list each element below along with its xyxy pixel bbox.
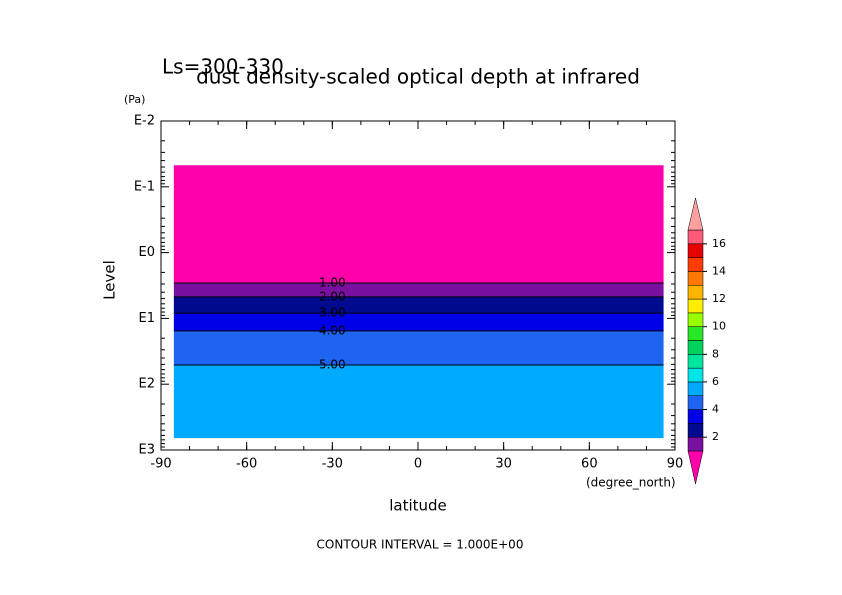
colorbar-box bbox=[687, 423, 704, 438]
colorbar-box bbox=[687, 409, 704, 424]
y-tick-label: E0 bbox=[139, 245, 156, 260]
colorbar-box bbox=[687, 243, 704, 258]
y-unit: (Pa) bbox=[124, 93, 145, 106]
y-axis-label: Level bbox=[101, 260, 119, 300]
colorbar-box bbox=[687, 257, 704, 272]
y-tick-label: E-1 bbox=[134, 179, 155, 194]
colorbar-tick-label: 4 bbox=[712, 403, 719, 416]
chart-subtitle: Ls=300-330 bbox=[162, 55, 284, 79]
contour-label: 1.00 bbox=[319, 276, 346, 290]
y-tick-label: E-2 bbox=[134, 114, 155, 129]
colorbar-box bbox=[687, 354, 704, 369]
x-axis-label: latitude bbox=[389, 497, 447, 515]
colorbar-tick-label: 8 bbox=[712, 347, 719, 360]
x-tick-label: 90 bbox=[667, 457, 684, 472]
colorbar-box bbox=[687, 340, 704, 355]
contour-band bbox=[173, 165, 664, 284]
colorbar-box bbox=[687, 298, 704, 314]
colorbar-tick-label: 16 bbox=[712, 237, 726, 250]
contour-label: 3.00 bbox=[319, 306, 346, 320]
contour-label: 2.00 bbox=[319, 289, 346, 303]
x-tick-label: -60 bbox=[236, 457, 257, 472]
contour-band bbox=[173, 364, 664, 439]
contour-band bbox=[173, 283, 664, 297]
x-tick-label: -90 bbox=[150, 457, 171, 472]
contour-band bbox=[173, 296, 664, 314]
colorbar-box bbox=[687, 229, 704, 245]
contour-band bbox=[173, 313, 664, 331]
chart-title: dust density-scaled optical depth at inf… bbox=[196, 65, 640, 89]
y-tick-label: E3 bbox=[139, 443, 156, 458]
colorbar-tick-label: 12 bbox=[712, 292, 726, 305]
colorbar-tick-label: 2 bbox=[712, 430, 719, 443]
x-unit: (degree_north) bbox=[586, 476, 676, 490]
colorbar-box bbox=[687, 271, 704, 286]
y-tick-label: E1 bbox=[139, 311, 156, 326]
colorbar-box bbox=[687, 367, 704, 383]
colorbar-box bbox=[687, 436, 704, 452]
y-tick-label: E2 bbox=[139, 377, 156, 392]
x-tick-label: 30 bbox=[495, 457, 512, 472]
footer-note: CONTOUR INTERVAL = 1.000E+00 bbox=[317, 538, 524, 552]
colorbar-box bbox=[687, 381, 704, 396]
colorbar-low bbox=[687, 450, 704, 485]
colorbar-box bbox=[687, 326, 704, 341]
contour-label: 4.00 bbox=[319, 323, 346, 337]
colorbar-box bbox=[687, 395, 704, 410]
colorbar-tick-label: 14 bbox=[712, 264, 726, 277]
x-tick-label: -30 bbox=[322, 457, 343, 472]
colorbar-tick-label: 10 bbox=[712, 320, 726, 333]
colorbar-high bbox=[687, 197, 704, 231]
x-tick-label: 0 bbox=[414, 457, 422, 472]
colorbar-tick-label: 6 bbox=[712, 375, 719, 388]
contour-band bbox=[173, 330, 664, 365]
colorbar-box bbox=[687, 285, 704, 300]
x-tick-label: 60 bbox=[581, 457, 598, 472]
colorbar-box bbox=[687, 312, 704, 327]
contour-label: 5.00 bbox=[319, 357, 346, 371]
